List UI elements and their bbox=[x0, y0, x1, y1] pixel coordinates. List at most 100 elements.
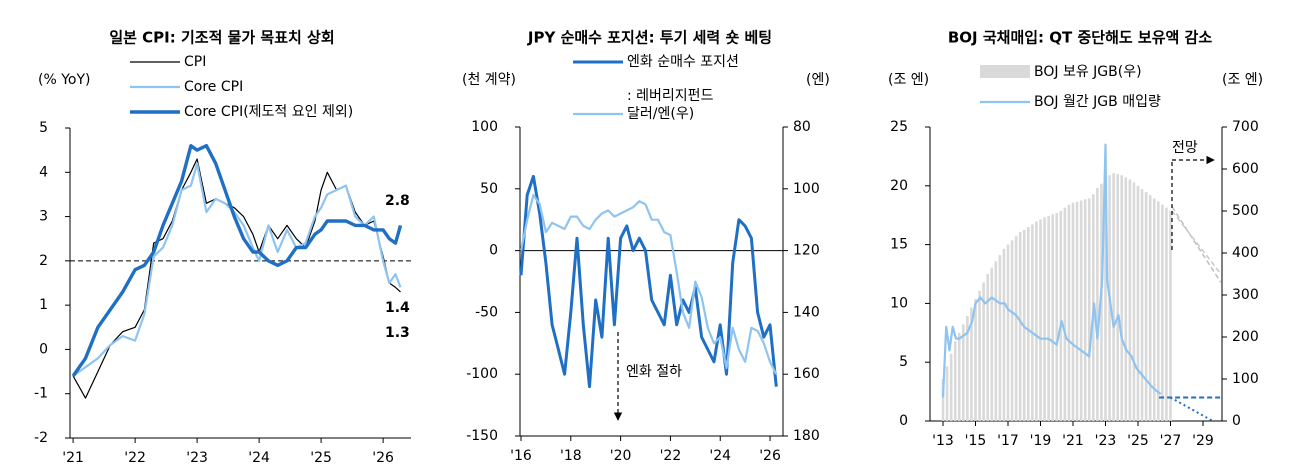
bar bbox=[962, 324, 965, 421]
bar bbox=[1079, 200, 1083, 421]
chart-title: 일본 CPI: 기조적 물가 목표치 상회 bbox=[109, 29, 334, 47]
y2-tick-label: 160 bbox=[793, 366, 820, 382]
y2-axis-label: (조 엔) bbox=[1222, 72, 1263, 88]
x-tick-label: '23 bbox=[186, 450, 208, 466]
x-tick-label: '26 bbox=[759, 448, 781, 464]
bar bbox=[1132, 182, 1136, 421]
y-tick-label: 0 bbox=[899, 413, 908, 429]
bar bbox=[970, 307, 973, 421]
annotation: 2.8 bbox=[385, 193, 410, 209]
bar bbox=[1152, 198, 1156, 421]
bar bbox=[978, 290, 981, 421]
y2-tick-label: 100 bbox=[793, 181, 820, 197]
bar bbox=[982, 282, 985, 421]
bar bbox=[1161, 204, 1164, 421]
bar bbox=[1128, 179, 1132, 421]
bar bbox=[953, 341, 957, 421]
y-tick-label: 10 bbox=[890, 295, 908, 311]
bar bbox=[1027, 226, 1030, 421]
bar bbox=[1083, 199, 1087, 421]
x-tick-label: '25 bbox=[310, 450, 332, 466]
y-tick-label: 1 bbox=[39, 297, 48, 313]
y-tick-label: -1 bbox=[34, 386, 48, 402]
bar bbox=[994, 261, 998, 421]
bar bbox=[1140, 189, 1144, 421]
y-tick-label: 50 bbox=[480, 181, 498, 197]
bar bbox=[1047, 216, 1050, 421]
x-tick-label: '13 bbox=[932, 433, 954, 449]
bar bbox=[1087, 198, 1091, 421]
y2-tick-label: 600 bbox=[1232, 161, 1259, 177]
x-tick-label: '24 bbox=[248, 450, 270, 466]
legend-label: 엔화 순매수 포지션 bbox=[627, 54, 739, 70]
bar bbox=[945, 366, 949, 421]
bar bbox=[949, 353, 953, 421]
bar bbox=[1104, 179, 1107, 421]
y-tick-label: 15 bbox=[890, 237, 908, 253]
bar bbox=[1018, 232, 1022, 421]
bar bbox=[1059, 211, 1063, 421]
x-tick-label: '20 bbox=[610, 448, 632, 464]
annotation: 전망 bbox=[1172, 140, 1198, 156]
x-tick-label: '29 bbox=[1192, 433, 1214, 449]
bar bbox=[1116, 174, 1119, 421]
bar bbox=[1063, 207, 1067, 421]
y2-tick-label: 0 bbox=[1232, 413, 1241, 429]
bar bbox=[1136, 185, 1140, 421]
legend-label: : 레버리지펀드 bbox=[627, 88, 714, 104]
y2-tick-label: 300 bbox=[1232, 287, 1259, 303]
chart-title: BOJ 국채매입: QT 중단해도 보유액 감소 bbox=[948, 29, 1212, 47]
y-tick-label: -150 bbox=[466, 428, 498, 444]
bar bbox=[986, 274, 989, 421]
series-line bbox=[941, 143, 1162, 398]
x-tick-label: '18 bbox=[560, 448, 582, 464]
x-tick-label: '21 bbox=[62, 450, 84, 466]
bar bbox=[1039, 219, 1042, 421]
y2-tick-label: 500 bbox=[1232, 203, 1259, 219]
bar bbox=[1071, 202, 1075, 421]
bar bbox=[1055, 213, 1059, 421]
bar bbox=[1165, 207, 1168, 421]
y-axis-label: (조 엔) bbox=[888, 72, 929, 88]
x-tick-label: '24 bbox=[709, 448, 731, 464]
y2-tick-label: 200 bbox=[1232, 329, 1259, 345]
y-tick-label: 100 bbox=[471, 119, 498, 135]
y-tick-label: -100 bbox=[466, 366, 498, 382]
legend-swatch bbox=[980, 65, 1030, 78]
bar bbox=[974, 299, 977, 421]
y-tick-label: 3 bbox=[39, 209, 48, 225]
y-tick-label: 0 bbox=[489, 243, 498, 259]
y-tick-label: 4 bbox=[39, 164, 48, 180]
series-line bbox=[519, 193, 778, 375]
y2-tick-label: 80 bbox=[793, 119, 811, 135]
x-tick-label: '19 bbox=[1030, 433, 1052, 449]
x-tick-label: '16 bbox=[510, 448, 532, 464]
chart-title: JPY 순매수 포지션: 투기 세력 숏 베팅 bbox=[527, 29, 772, 47]
legend-label: BOJ 월간 JGB 매입량 bbox=[1034, 94, 1161, 110]
y2-axis-label: (엔) bbox=[806, 72, 830, 88]
bar bbox=[990, 267, 994, 421]
bar bbox=[1112, 173, 1115, 421]
y-tick-label: 5 bbox=[899, 354, 908, 370]
y-axis-label: (% YoY) bbox=[38, 72, 91, 88]
bar bbox=[1120, 175, 1124, 421]
series-line bbox=[72, 162, 402, 377]
bar bbox=[1006, 244, 1010, 421]
bar bbox=[1014, 236, 1018, 421]
legend-label: CPI bbox=[184, 54, 206, 70]
x-tick-label: '23 bbox=[1095, 433, 1117, 449]
legend-label: Core CPI(제도적 요인 제외) bbox=[184, 104, 353, 120]
annotation: 1.4 bbox=[385, 300, 410, 316]
bar bbox=[966, 316, 969, 421]
bar bbox=[1144, 192, 1148, 421]
series-line bbox=[519, 174, 778, 389]
bar bbox=[1169, 211, 1172, 421]
y-tick-label: 5 bbox=[39, 120, 48, 136]
bar bbox=[941, 379, 945, 421]
y2-tick-label: 700 bbox=[1232, 119, 1259, 135]
bar bbox=[1035, 221, 1038, 421]
x-tick-label: '26 bbox=[372, 450, 394, 466]
x-tick-label: '15 bbox=[965, 433, 987, 449]
projection-line bbox=[1171, 206, 1222, 283]
